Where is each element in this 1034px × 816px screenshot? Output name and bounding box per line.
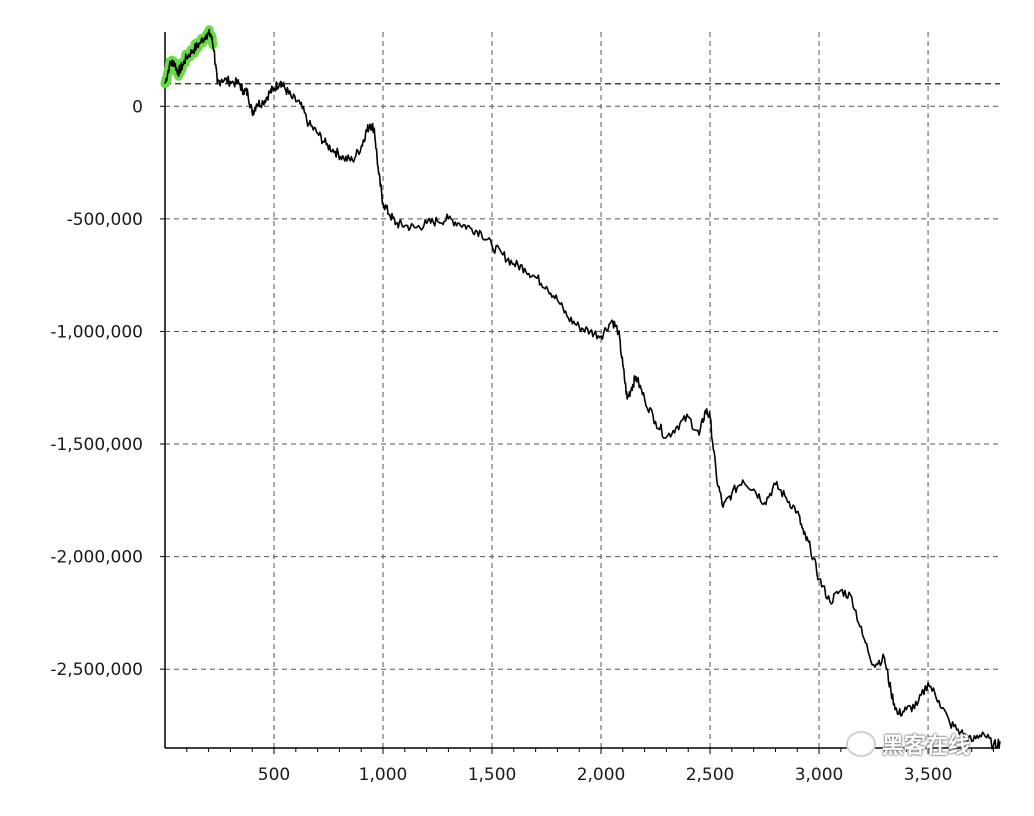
y-tick-label: -2,000,000: [50, 548, 143, 568]
grid-layer: [165, 32, 1000, 748]
x-tick-label: 2,000: [577, 765, 626, 785]
x-tick-label: 1,000: [359, 765, 408, 785]
axis-layer: [160, 32, 1000, 754]
x-tick-label: 1,500: [468, 765, 517, 785]
x-tick-label: 2,500: [686, 765, 735, 785]
watermark: 黑客在线: [845, 728, 970, 760]
y-tick-label: -2,500,000: [50, 660, 143, 680]
x-tick-label: 3,500: [904, 765, 953, 785]
y-tick-label: -1,500,000: [50, 435, 143, 455]
x-tick-label: 500: [258, 765, 290, 785]
watermark-text: 黑客在线: [881, 734, 970, 759]
series-layer: [160, 25, 1001, 750]
y-tick-label: -1,000,000: [50, 322, 143, 342]
x-tick-label: 3,000: [795, 765, 844, 785]
wechat-icon: [845, 731, 876, 757]
tick-label-layer: 500 1,000 1,500 2,000 2,500 3,000 3,500 0 -500,0…: [50, 97, 952, 785]
y-tick-label: 0: [132, 97, 143, 117]
y-tick-label: -500,000: [67, 210, 143, 230]
series-line: [164, 28, 1001, 750]
